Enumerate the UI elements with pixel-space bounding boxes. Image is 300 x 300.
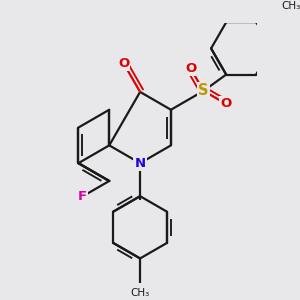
Text: S: S	[198, 83, 209, 98]
Text: N: N	[134, 157, 146, 170]
Text: CH₃: CH₃	[130, 288, 150, 298]
Text: CH₃: CH₃	[282, 1, 300, 11]
Text: O: O	[185, 62, 196, 75]
Text: O: O	[118, 57, 129, 70]
Text: F: F	[78, 190, 87, 203]
Text: O: O	[220, 98, 232, 110]
